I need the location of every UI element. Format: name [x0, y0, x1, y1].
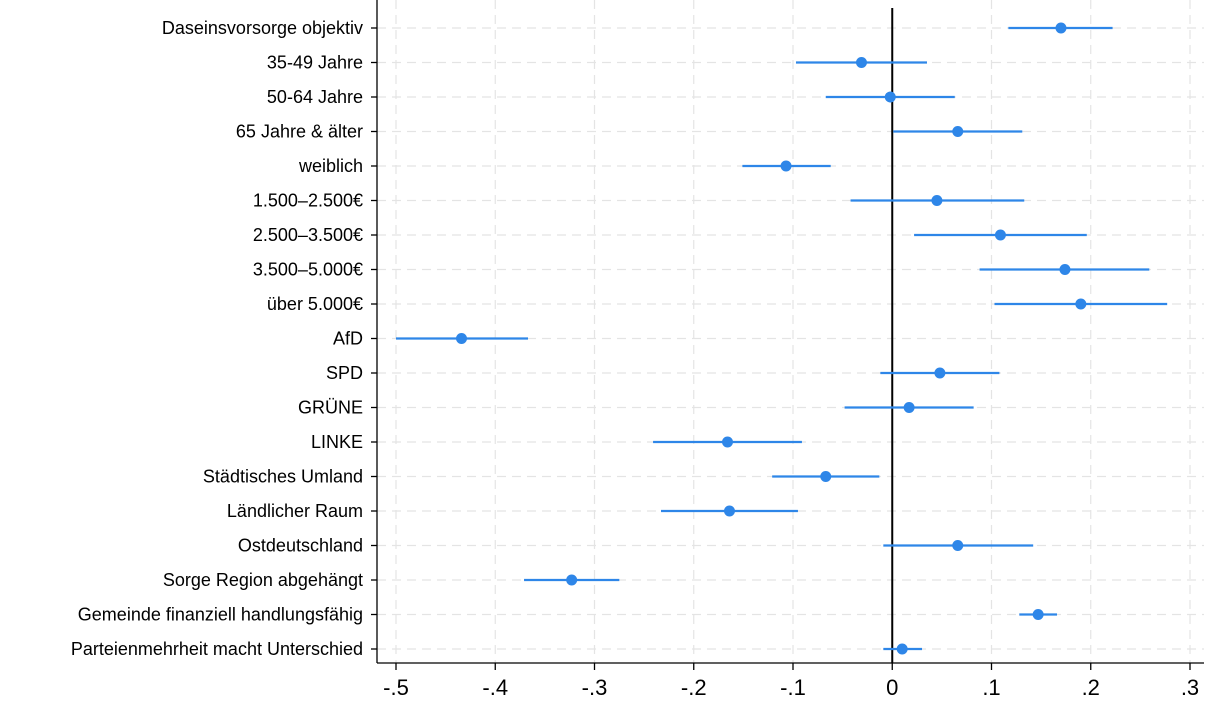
point-estimate	[820, 471, 832, 482]
x-tick-label: -.5	[383, 675, 409, 700]
point-estimate	[1059, 264, 1071, 275]
point-estimate	[1075, 298, 1087, 310]
x-tick-label: 0	[886, 675, 898, 700]
axes	[371, 0, 1204, 670]
point-estimate	[884, 91, 896, 103]
row-label: Städtisches Umland	[203, 467, 363, 487]
confidence-intervals	[396, 26, 1168, 651]
x-tick-label: .2	[1082, 675, 1100, 700]
row-label: 50-64 Jahre	[267, 87, 363, 107]
point-estimate	[903, 402, 915, 413]
x-tick-label: .1	[982, 675, 1000, 700]
row-label: 2.500–3.500€	[253, 225, 363, 245]
row-label: weiblich	[298, 156, 363, 176]
point-estimate	[456, 333, 468, 344]
point-estimate	[566, 574, 578, 586]
row-label: 35-49 Jahre	[267, 53, 363, 73]
point-estimate	[780, 160, 792, 172]
row-label: SPD	[326, 363, 363, 383]
row-label: LINKE	[311, 432, 363, 452]
x-tick-labels: -.5 -.4 -.3 -.2 -.1 0 .1 .2 .3	[383, 675, 1199, 700]
row-label: 65 Jahre & älter	[236, 122, 363, 142]
x-tick-label: -.4	[482, 675, 508, 700]
row-label: Gemeinde finanziell handlungsfähig	[78, 605, 363, 625]
row-label: Daseinsvorsorge objektiv	[162, 18, 363, 38]
row-label: GRÜNE	[298, 398, 363, 418]
row-label: Ostdeutschland	[238, 536, 363, 556]
point-estimate	[934, 367, 946, 379]
point-estimate	[952, 126, 964, 137]
point-estimate	[931, 195, 943, 206]
row-label: Sorge Region abgehängt	[163, 570, 363, 590]
point-estimate	[721, 436, 733, 448]
point-estimate	[723, 505, 735, 517]
row-label: Parteienmehrheit macht Unterschied	[71, 639, 363, 659]
x-tick-label: -.3	[582, 675, 608, 700]
point-estimate	[1032, 609, 1044, 620]
x-tick-label: -.2	[681, 675, 707, 700]
point-estimate	[1055, 22, 1067, 34]
point-estimate	[855, 57, 867, 68]
point-estimate	[994, 229, 1006, 241]
row-label: 1.500–2.500€	[253, 191, 363, 211]
point-estimate	[952, 540, 964, 551]
x-tick-label: .3	[1181, 675, 1199, 700]
x-tick-label: -.1	[780, 675, 806, 700]
point-estimate	[896, 643, 908, 655]
row-label: AfD	[333, 329, 363, 349]
gridlines	[377, 0, 1204, 663]
row-label: über 5.000€	[267, 294, 363, 314]
row-labels: Daseinsvorsorge objektiv 35-49 Jahre 50-64…	[71, 18, 363, 659]
row-label: Ländlicher Raum	[227, 501, 363, 521]
point-estimates	[456, 22, 1087, 655]
row-label: 3.500–5.000€	[253, 260, 363, 280]
